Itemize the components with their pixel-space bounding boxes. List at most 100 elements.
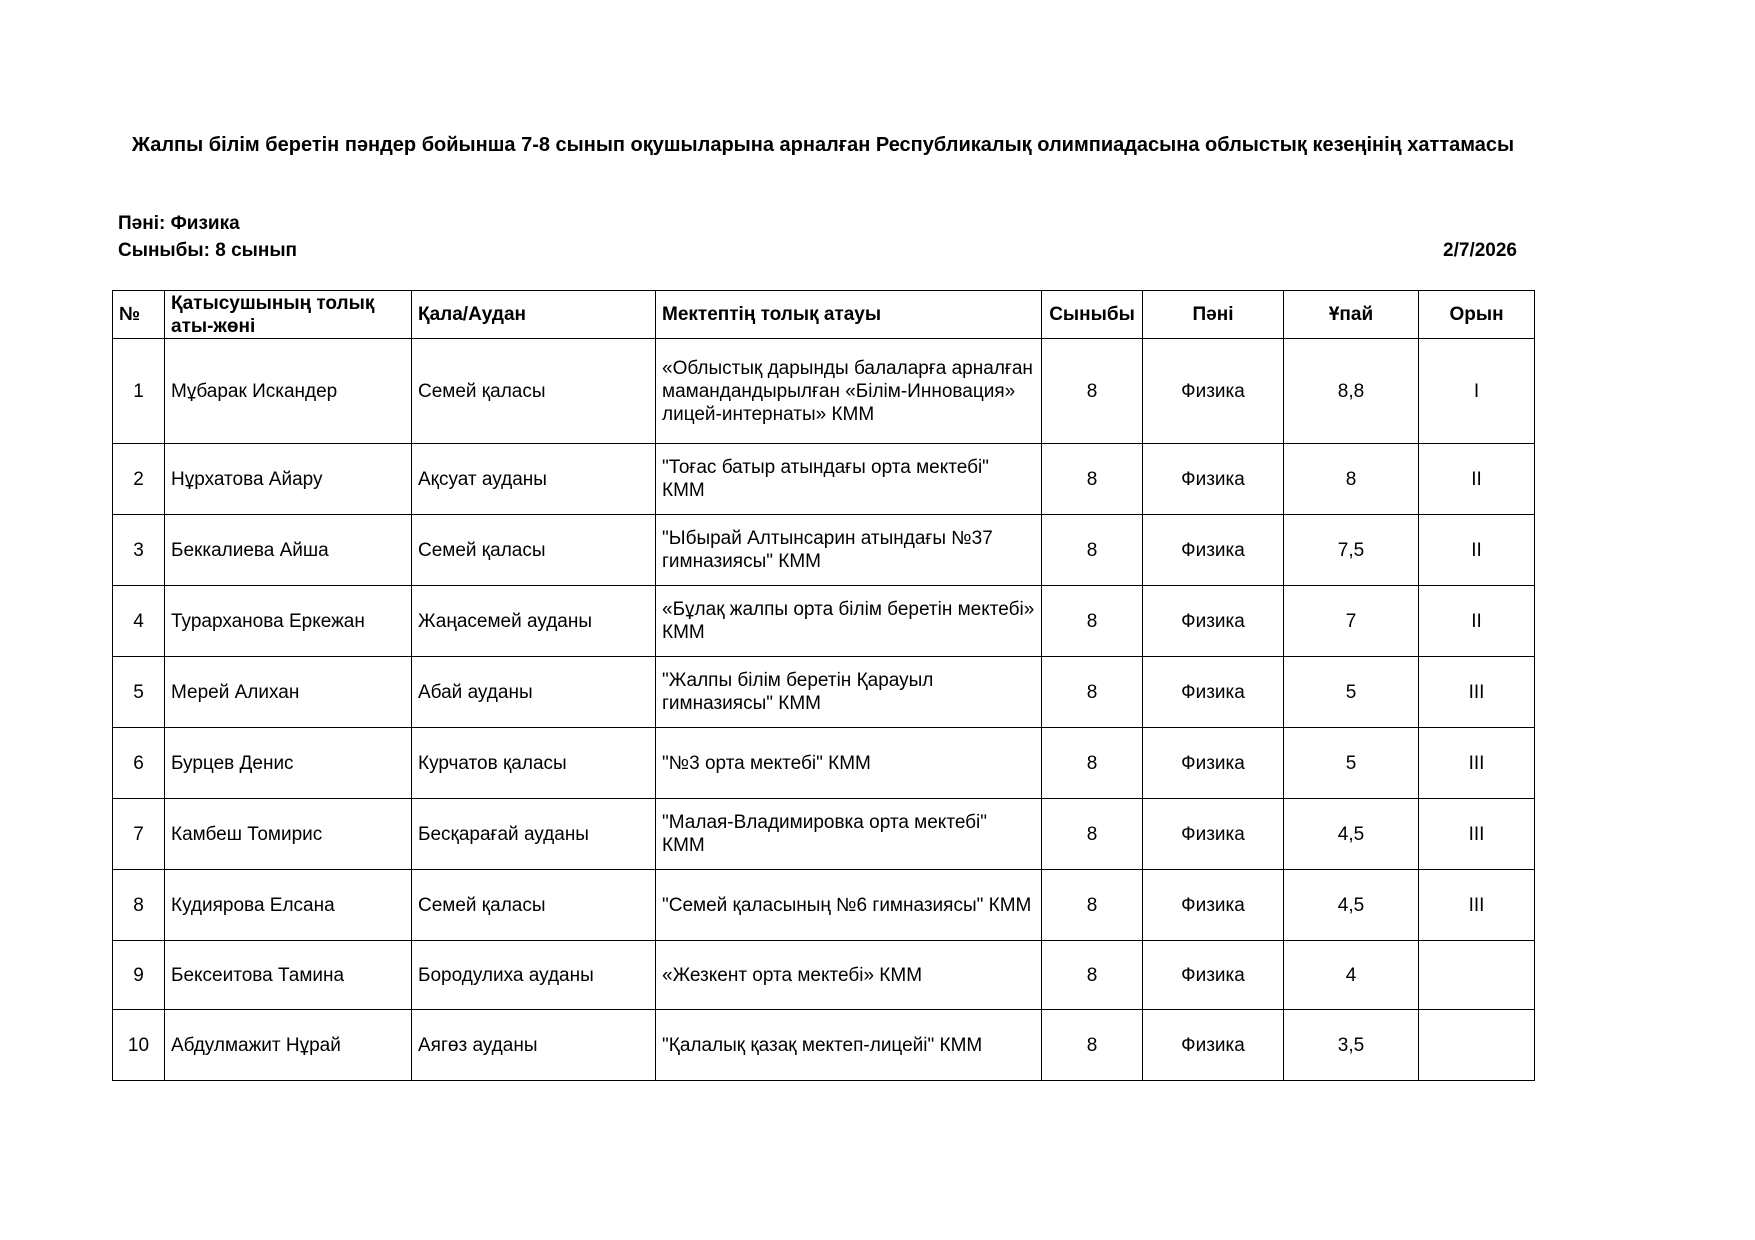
place-cell: III bbox=[1418, 798, 1535, 870]
grade-cell: 8 bbox=[1041, 869, 1143, 941]
row-number-cell: 9 bbox=[112, 940, 165, 1010]
school-name-cell: «Облыстық дарынды балаларға арналған мам… bbox=[655, 338, 1042, 444]
score-cell: 4,5 bbox=[1283, 869, 1419, 941]
city-district-cell: Семей қаласы bbox=[411, 869, 656, 941]
row-number-cell: 1 bbox=[112, 338, 165, 444]
place-cell: II bbox=[1418, 514, 1535, 586]
score-cell: 7 bbox=[1283, 585, 1419, 657]
score-cell: 3,5 bbox=[1283, 1009, 1419, 1081]
header-subject: Пәні bbox=[1142, 290, 1284, 339]
table-row: 6 Бурцев Денис Курчатов қаласы "№3 орта мек… bbox=[112, 727, 1535, 799]
grade-cell: 8 bbox=[1041, 656, 1143, 728]
participant-name-cell: Беккалиева Айша bbox=[164, 514, 412, 586]
subject-cell: Физика bbox=[1142, 656, 1284, 728]
grade-cell: 8 bbox=[1041, 514, 1143, 586]
table-row: 10 Абдулмажит Нұрай Аягөз ауданы "Қалалық қ… bbox=[112, 1009, 1535, 1081]
city-district-cell: Бородулиха ауданы bbox=[411, 940, 656, 1010]
subject-cell: Физика bbox=[1142, 1009, 1284, 1081]
subject-cell: Физика bbox=[1142, 338, 1284, 444]
place-cell: III bbox=[1418, 727, 1535, 799]
subject-cell: Физика bbox=[1142, 514, 1284, 586]
school-name-cell: "Жалпы білім беретін Қарауыл гимназиясы"… bbox=[655, 656, 1042, 728]
subject-cell: Физика bbox=[1142, 585, 1284, 657]
subject-cell: Физика bbox=[1142, 727, 1284, 799]
table-header-row: № Қатысушының толық аты-жөні Қала/Аудан … bbox=[112, 290, 1535, 339]
place-cell bbox=[1418, 1009, 1535, 1081]
grade-line: Сыныбы: 8 сынып bbox=[118, 240, 298, 261]
participant-name-cell: Мерей Алихан bbox=[164, 656, 412, 728]
row-number-cell: 8 bbox=[112, 869, 165, 941]
participant-name-cell: Абдулмажит Нұрай bbox=[164, 1009, 412, 1081]
school-name-cell: "Малая-Владимировка орта мектебі" КММ bbox=[655, 798, 1042, 870]
score-cell: 8,8 bbox=[1283, 338, 1419, 444]
participant-name-cell: Камбеш Томирис bbox=[164, 798, 412, 870]
score-cell: 4 bbox=[1283, 940, 1419, 1010]
city-district-cell: Аягөз ауданы bbox=[411, 1009, 656, 1081]
score-cell: 5 bbox=[1283, 727, 1419, 799]
participant-name-cell: Мұбарак Искандер bbox=[164, 338, 412, 444]
grade-cell: 8 bbox=[1041, 585, 1143, 657]
participant-name-cell: Нұрхатова Айару bbox=[164, 443, 412, 515]
subject-cell: Физика bbox=[1142, 869, 1284, 941]
row-number-cell: 3 bbox=[112, 514, 165, 586]
table-row: 8 Кудиярова Елсана Семей қаласы "Семей қала… bbox=[112, 869, 1535, 941]
row-number-cell: 4 bbox=[112, 585, 165, 657]
participant-name-cell: Турарханова Еркежан bbox=[164, 585, 412, 657]
grade-cell: 8 bbox=[1041, 1009, 1143, 1081]
row-number-cell: 10 bbox=[112, 1009, 165, 1081]
subject-line: Пәні: Физика bbox=[118, 213, 240, 234]
row-number-cell: 2 bbox=[112, 443, 165, 515]
city-district-cell: Абай ауданы bbox=[411, 656, 656, 728]
city-district-cell: Курчатов қаласы bbox=[411, 727, 656, 799]
place-cell bbox=[1418, 940, 1535, 1010]
score-cell: 7,5 bbox=[1283, 514, 1419, 586]
row-number-cell: 6 bbox=[112, 727, 165, 799]
header-score: Ұпай bbox=[1283, 290, 1419, 339]
table-row: 3 Беккалиева Айша Семей қаласы "Ыбырай Алты… bbox=[112, 514, 1535, 586]
participant-name-cell: Бексеитова Тамина bbox=[164, 940, 412, 1010]
document-title: Жалпы білім беретін пәндер бойынша 7-8 с… bbox=[131, 134, 1515, 156]
document-date: 2/7/2026 bbox=[1443, 240, 1517, 261]
grade-cell: 8 bbox=[1041, 940, 1143, 1010]
place-cell: I bbox=[1418, 338, 1535, 444]
city-district-cell: Ақсуат ауданы bbox=[411, 443, 656, 515]
school-name-cell: "Ыбырай Алтынсарин атындағы №37 гимназия… bbox=[655, 514, 1042, 586]
table-row: 7 Камбеш Томирис Бесқарағай ауданы "Малая-В… bbox=[112, 798, 1535, 870]
header-number: № bbox=[112, 290, 165, 339]
school-name-cell: "Қалалық қазақ мектеп-лицейі" КММ bbox=[655, 1009, 1042, 1081]
header-grade: Сыныбы bbox=[1041, 290, 1143, 339]
header-city: Қала/Аудан bbox=[411, 290, 656, 339]
score-cell: 4,5 bbox=[1283, 798, 1419, 870]
place-cell: III bbox=[1418, 656, 1535, 728]
city-district-cell: Бесқарағай ауданы bbox=[411, 798, 656, 870]
row-number-cell: 7 bbox=[112, 798, 165, 870]
score-cell: 8 bbox=[1283, 443, 1419, 515]
school-name-cell: «Бұлақ жалпы орта білім беретін мектебі»… bbox=[655, 585, 1042, 657]
header-name: Қатысушының толық аты-жөні bbox=[164, 290, 412, 339]
table-row: 9 Бексеитова Тамина Бородулиха ауданы «Жезк… bbox=[112, 940, 1535, 1010]
header-place: Орын bbox=[1418, 290, 1535, 339]
city-district-cell: Семей қаласы bbox=[411, 338, 656, 444]
table-row: 5 Мерей Алихан Абай ауданы "Жалпы білім бер… bbox=[112, 656, 1535, 728]
participant-name-cell: Бурцев Денис bbox=[164, 727, 412, 799]
school-name-cell: "Семей қаласының №6 гимназиясы" КММ bbox=[655, 869, 1042, 941]
grade-cell: 8 bbox=[1041, 443, 1143, 515]
place-cell: III bbox=[1418, 869, 1535, 941]
subject-cell: Физика bbox=[1142, 798, 1284, 870]
table-row: 4 Турарханова Еркежан Жаңасемей ауданы «Бұл… bbox=[112, 585, 1535, 657]
grade-cell: 8 bbox=[1041, 798, 1143, 870]
city-district-cell: Жаңасемей ауданы bbox=[411, 585, 656, 657]
header-school: Мектептің толық атауы bbox=[655, 290, 1042, 339]
subject-cell: Физика bbox=[1142, 443, 1284, 515]
place-cell: II bbox=[1418, 443, 1535, 515]
subject-cell: Физика bbox=[1142, 940, 1284, 1010]
table-row: 1 Мұбарак Искандер Семей қаласы «Облыстық … bbox=[112, 338, 1535, 444]
score-cell: 5 bbox=[1283, 656, 1419, 728]
row-number-cell: 5 bbox=[112, 656, 165, 728]
results-table: № Қатысушының толық аты-жөні Қала/Аудан … bbox=[112, 290, 1535, 1081]
participant-name-cell: Кудиярова Елсана bbox=[164, 869, 412, 941]
place-cell: II bbox=[1418, 585, 1535, 657]
school-name-cell: «Жезкент орта мектебі» КММ bbox=[655, 940, 1042, 1010]
school-name-cell: "№3 орта мектебі" КММ bbox=[655, 727, 1042, 799]
school-name-cell: "Тоғас батыр атындағы орта мектебі" КММ bbox=[655, 443, 1042, 515]
